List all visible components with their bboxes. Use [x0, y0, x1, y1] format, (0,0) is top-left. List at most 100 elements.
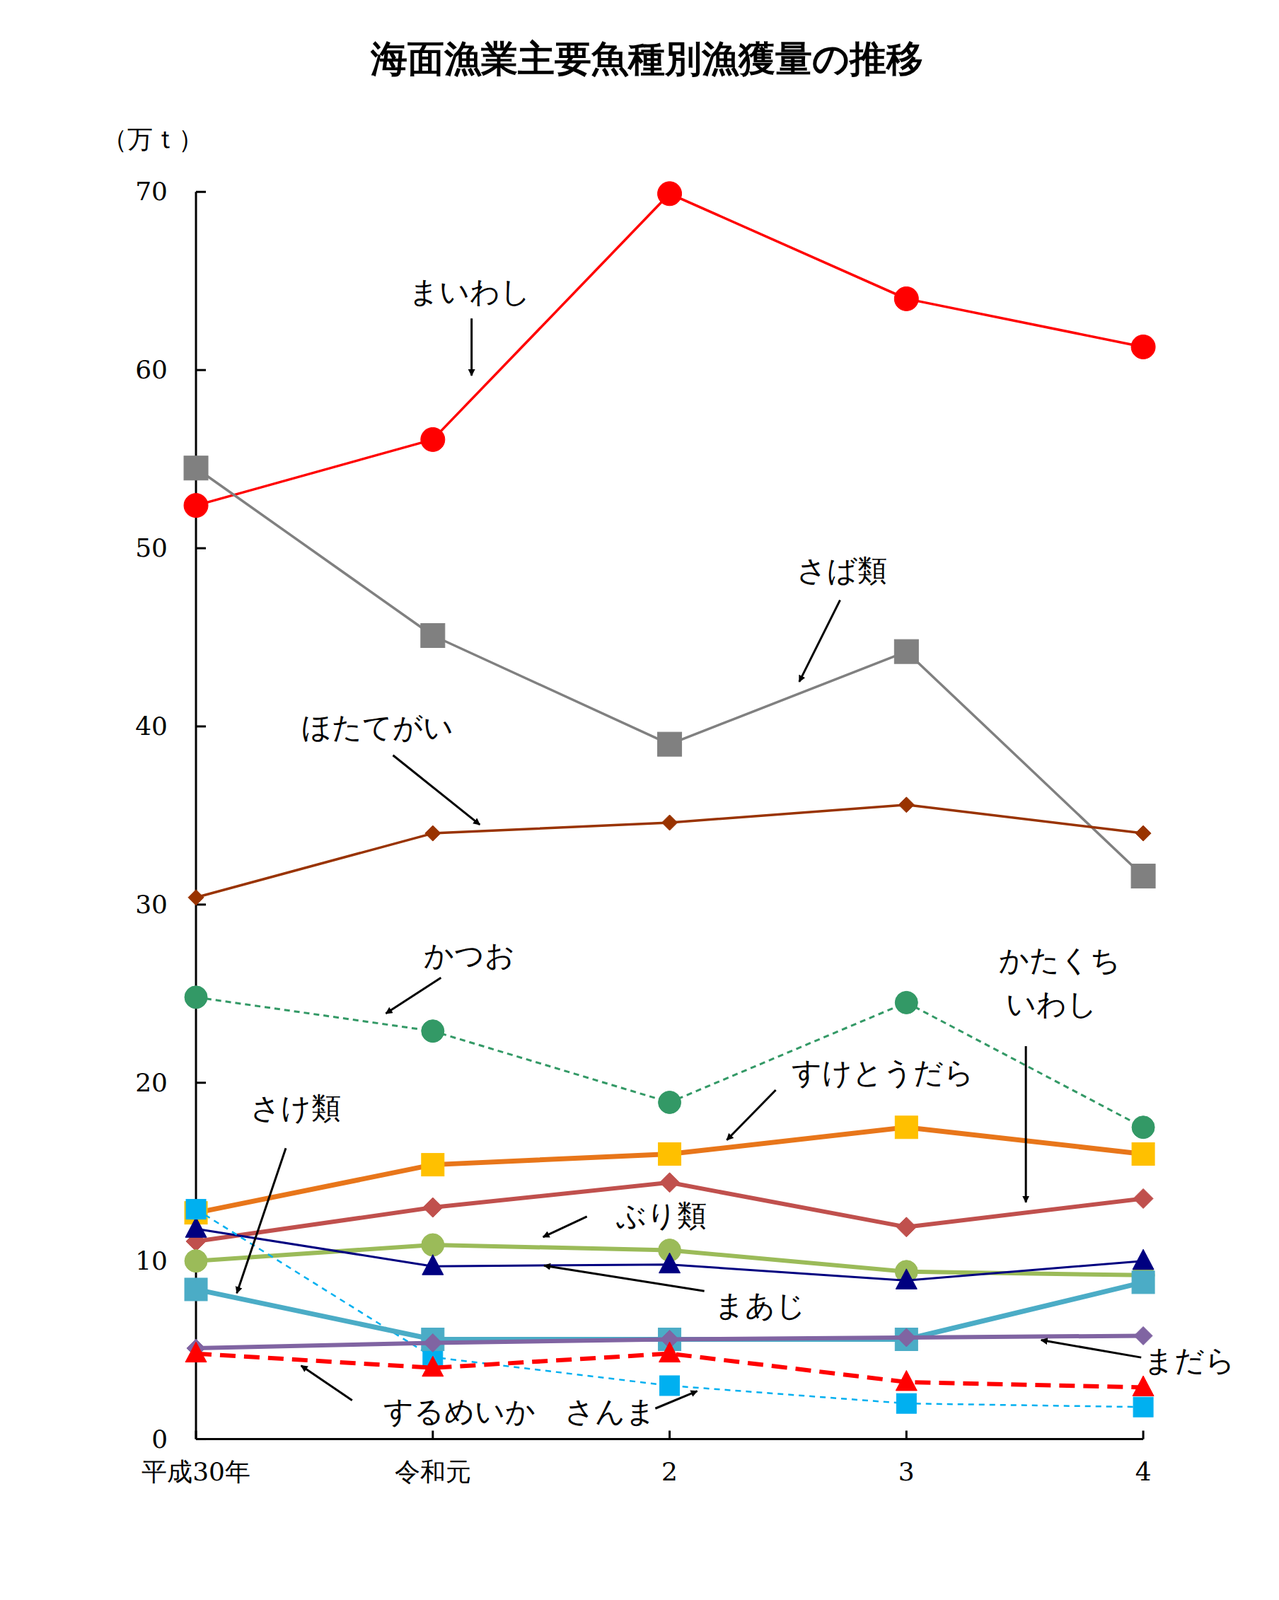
title: 海面漁業主要魚種別漁獲量の推移 [369, 37, 924, 80]
marker [183, 493, 208, 518]
series-label: まあじ [714, 1288, 806, 1323]
marker [894, 286, 919, 311]
plot-area [183, 181, 1156, 1417]
marker [1132, 1249, 1154, 1270]
marker [1131, 1116, 1155, 1139]
marker [421, 1020, 445, 1043]
series-label: するめいか [383, 1394, 536, 1429]
y-tick [195, 369, 206, 372]
marker [1133, 1188, 1154, 1209]
series-label-line: いわし [1005, 986, 1098, 1022]
y-tick [195, 191, 206, 194]
x-tick-label: 3 [898, 1457, 915, 1487]
marker [1131, 864, 1156, 889]
marker [659, 1252, 681, 1274]
marker [184, 1249, 208, 1273]
series [184, 1233, 1155, 1287]
series [183, 181, 1156, 518]
y-tick-label: 20 [135, 1068, 168, 1098]
x-tick-label: 4 [1135, 1457, 1152, 1487]
marker [895, 1370, 917, 1391]
x-tick [431, 1431, 434, 1440]
x-tick-label: 令和元 [394, 1457, 472, 1487]
label-arrow [543, 1265, 705, 1292]
series-label: すけとうだら [791, 1055, 975, 1091]
y-tick-label: 10 [135, 1246, 168, 1276]
marker [1133, 1397, 1154, 1417]
label-arrow [470, 318, 473, 376]
series [185, 1341, 1154, 1396]
marker [185, 1217, 207, 1238]
y-tick [195, 547, 206, 550]
label-arrow [1025, 1046, 1028, 1203]
marker [1131, 1271, 1155, 1294]
marker [184, 1278, 208, 1301]
marker [894, 639, 919, 664]
x-tick-label: 平成30年 [141, 1457, 251, 1487]
marker [896, 1217, 917, 1238]
marker [662, 814, 678, 831]
y-tick-label: 70 [135, 176, 168, 206]
series-line [195, 193, 1144, 506]
label-arrow [393, 755, 481, 825]
series [184, 1271, 1155, 1352]
marker [1135, 825, 1151, 842]
series-label: さけ類 [250, 1090, 341, 1126]
marker [185, 1341, 207, 1363]
marker [184, 986, 208, 1009]
y-tick-label: 40 [135, 711, 168, 741]
marker [659, 1341, 681, 1363]
y-tick [195, 1081, 206, 1084]
series-labels: まいわしさば類ほたてがいかつおすけとうだらかたくちいわしぶり類まあじさんまさけ類… [236, 274, 1236, 1429]
marker [895, 1269, 917, 1290]
marker [423, 1334, 443, 1353]
series-label: ほたてがい [301, 710, 454, 745]
marker [183, 456, 208, 481]
marker [422, 1356, 444, 1377]
series-line [195, 1209, 1144, 1408]
marker [421, 1153, 445, 1177]
series-label: ぶり類 [616, 1198, 707, 1234]
marker [657, 732, 682, 757]
y-tick-label: 50 [135, 533, 168, 563]
label-arrow [301, 1366, 353, 1401]
marker [660, 1172, 680, 1193]
y-tick-label: 60 [135, 355, 168, 385]
marker [420, 427, 445, 452]
x-tick [1142, 1431, 1145, 1440]
background [0, 0, 1279, 1600]
series-line [195, 468, 1144, 877]
series-label: かつお [423, 938, 515, 973]
x-tick [668, 1431, 671, 1440]
marker [1132, 1375, 1154, 1397]
y-tick-label: 0 [151, 1424, 168, 1454]
chart: 海面漁業主要魚種別漁獲量の推移（万ｔ）010203040506070平成30年令… [0, 0, 1279, 1600]
series-line [195, 805, 1144, 898]
label-arrow [799, 599, 841, 682]
label-arrow [236, 1148, 286, 1294]
marker [1131, 334, 1156, 359]
label-arrow [1041, 1340, 1142, 1359]
x-tick [905, 1431, 908, 1440]
label-arrow [726, 1090, 776, 1141]
series [188, 797, 1151, 906]
series [183, 456, 1156, 889]
marker [658, 1143, 682, 1166]
label-arrow [543, 1216, 588, 1238]
series-label: さんま [564, 1394, 656, 1429]
series-label: まだら [1143, 1343, 1236, 1379]
marker [898, 797, 914, 813]
series-line [195, 997, 1144, 1128]
marker [422, 1254, 444, 1276]
marker [1131, 1143, 1155, 1166]
series-label: まいわし [408, 274, 531, 310]
marker [420, 623, 445, 648]
y-axis-label: （万ｔ） [101, 124, 204, 154]
series-label: さば類 [796, 553, 888, 588]
marker [896, 1393, 917, 1414]
marker [894, 1116, 918, 1139]
marker [186, 1199, 206, 1220]
marker [188, 889, 204, 906]
x-tick-label: 2 [661, 1457, 678, 1487]
series [184, 986, 1155, 1139]
